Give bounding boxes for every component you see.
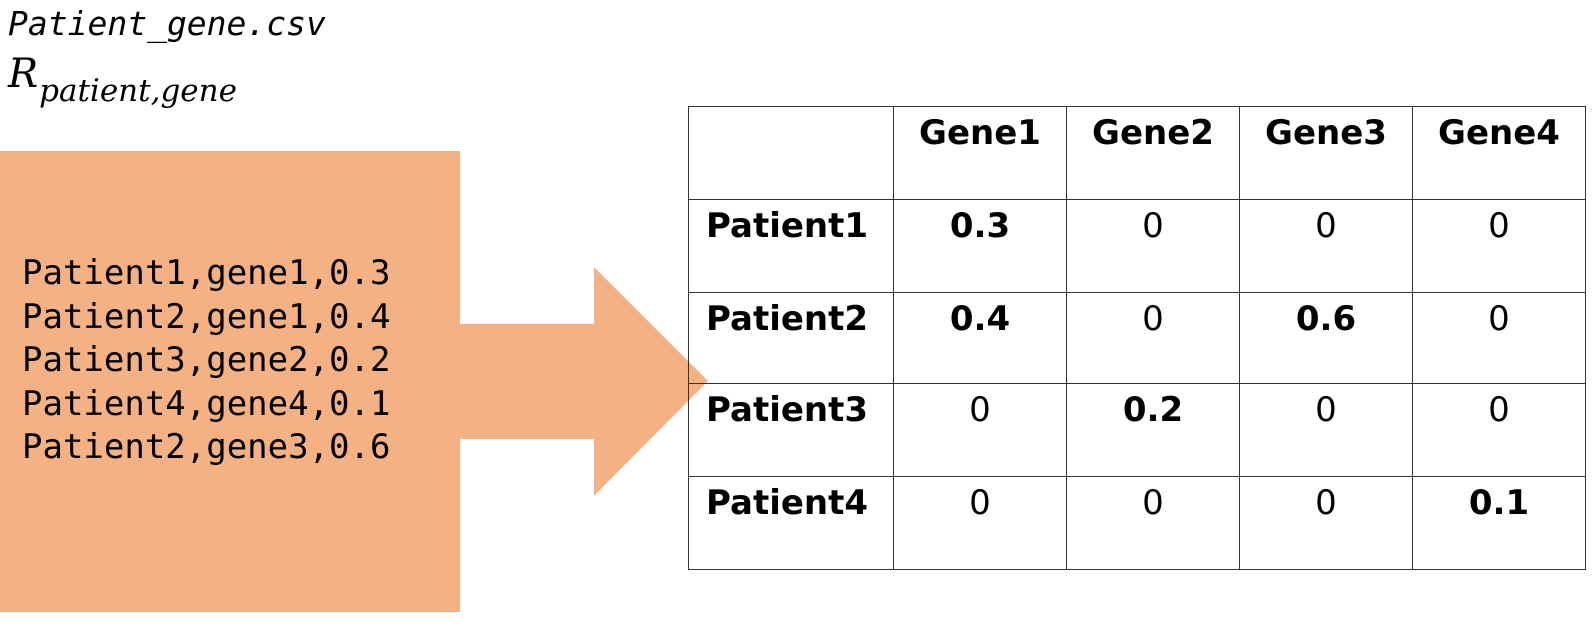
matrix-row: Patient1 0.3 0 0 0 (688, 199, 1586, 293)
matrix-cell: 0 (1066, 199, 1240, 293)
row-header-patient2: Patient2 (688, 292, 894, 384)
matrix-corner-cell (688, 106, 894, 200)
column-header-gene3: Gene3 (1239, 106, 1413, 200)
matrix-cell: 0 (893, 476, 1067, 570)
matrix-symbol: R (8, 51, 39, 97)
matrix-cell: 0 (1412, 383, 1586, 477)
patient-gene-matrix: Gene1 Gene2 Gene3 Gene4 Patient1 0.3 0 0… (688, 106, 1586, 570)
matrix-row: Patient3 0 0.2 0 0 (688, 383, 1586, 477)
matrix-cell: 0 (893, 383, 1067, 477)
matrix-cell: 0 (1239, 383, 1413, 477)
csv-line: Patient4,gene4,0.1 (22, 383, 391, 424)
matrix-cell: 0 (1066, 292, 1240, 384)
matrix-cell: 0.4 (893, 292, 1067, 384)
column-header-gene2: Gene2 (1066, 106, 1240, 200)
matrix-cell: 0.2 (1066, 383, 1240, 477)
matrix-cell: 0 (1239, 199, 1413, 293)
matrix-header-row: Gene1 Gene2 Gene3 Gene4 (688, 106, 1586, 200)
arrow-icon (0, 151, 708, 612)
matrix-cell: 0 (1239, 476, 1413, 570)
matrix-row: Patient4 0 0 0 0.1 (688, 476, 1586, 570)
matrix-row: Patient2 0.4 0 0.6 0 (688, 292, 1586, 384)
column-header-gene4: Gene4 (1412, 106, 1586, 200)
csv-line: Patient1,gene1,0.3 (22, 253, 391, 293)
row-header-patient3: Patient3 (688, 383, 894, 477)
matrix-cell: 0.3 (893, 199, 1067, 293)
transform-arrow-shape (0, 151, 708, 612)
csv-line: Patient2,gene3,0.6 (22, 427, 391, 467)
file-name-label: Patient_gene.csv (8, 4, 326, 43)
csv-content: Patient1,gene1,0.3 Patient2,gene1,0.4 Pa… (22, 252, 390, 470)
matrix-cell: 0 (1412, 199, 1586, 293)
matrix-cell: 0.6 (1239, 292, 1413, 384)
matrix-subscript: patient,gene (39, 73, 237, 109)
matrix-notation-label: Rpatient,gene (8, 51, 237, 107)
csv-line: Patient3,gene2,0.2 (22, 340, 391, 380)
matrix-cell: 0.1 (1412, 476, 1586, 570)
matrix-cell: 0 (1066, 476, 1240, 570)
row-header-patient4: Patient4 (688, 476, 894, 570)
row-header-patient1: Patient1 (688, 199, 894, 293)
matrix-cell: 0 (1412, 292, 1586, 384)
csv-line: Patient2,gene1,0.4 (22, 296, 391, 337)
column-header-gene1: Gene1 (893, 106, 1067, 200)
